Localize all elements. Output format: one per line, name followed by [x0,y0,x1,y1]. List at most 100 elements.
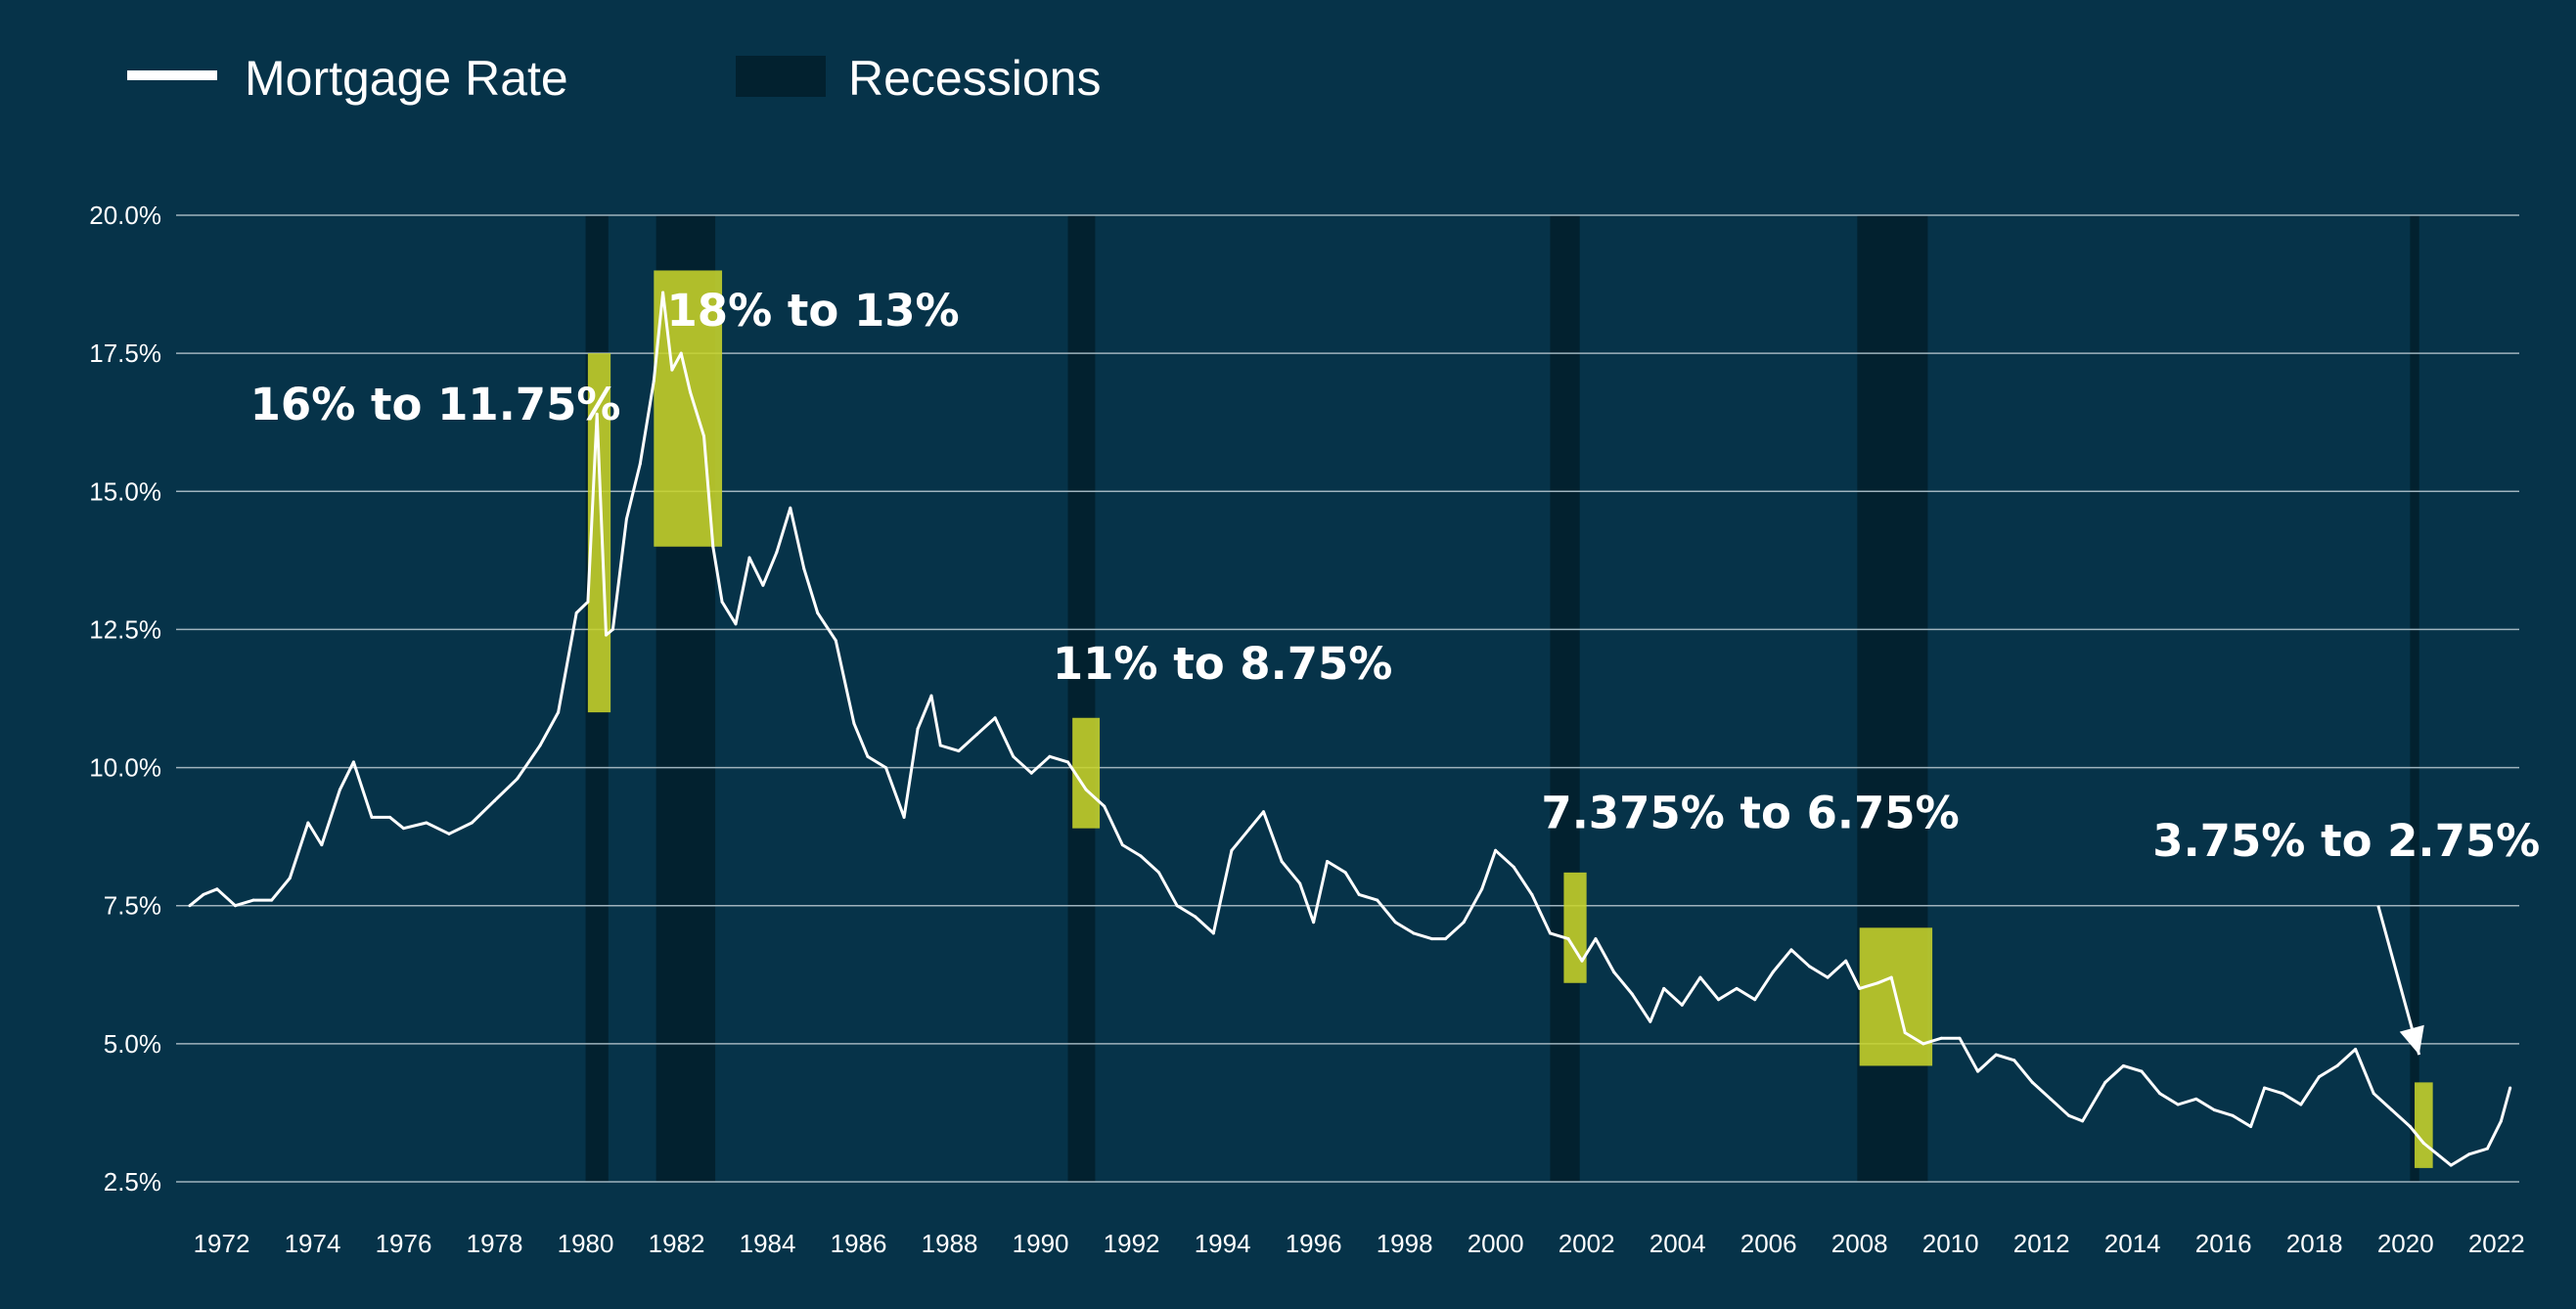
data-point [306,821,310,825]
data-point [2158,1092,2162,1096]
data-point [1789,948,1793,952]
data-point [2335,1063,2339,1067]
data-point [1312,921,1316,925]
x-tick-label: 1986 [831,1229,887,1258]
data-point [2435,1152,2439,1156]
data-point [1530,892,1534,896]
data-point [1065,760,1069,764]
data-point [852,721,856,725]
data-point [993,716,997,720]
data-point [233,904,237,908]
data-point [1649,1019,1652,1023]
data-point [2421,1141,2425,1145]
data-point [1139,854,1143,858]
data-point [604,633,608,637]
x-tick-label: 1974 [285,1229,341,1258]
x-tick-label: 1994 [1195,1229,1251,1258]
annotation-label: 11% to 8.75% [1053,638,1393,690]
data-point [1976,1069,1980,1073]
data-point [595,412,599,416]
data-point [1753,998,1757,1002]
data-point [1326,860,1330,864]
highlight-box [1072,717,1101,829]
data-point [1808,965,1812,969]
data-point [1376,898,1379,902]
data-point [670,368,674,372]
data-point [2449,1163,2453,1167]
data-point [747,556,751,560]
data-point [1889,975,1893,979]
data-point [215,887,219,891]
data-point [701,434,705,438]
data-point [2249,1125,2253,1129]
x-tick-label: 1982 [649,1229,705,1258]
data-point [789,506,792,510]
x-tick-label: 2018 [2286,1229,2343,1258]
data-point [1994,1053,1998,1057]
annotations: 16% to 11.75% 18% to 13% 11% to 8.75% 7.375… [250,285,2540,1056]
data-point [388,815,392,819]
data-point [2354,1048,2358,1052]
data-point [1494,848,1498,852]
x-tick-label: 2010 [1922,1229,1979,1258]
legend-line-label: Mortgage Rate [245,51,568,106]
data-point [1157,871,1161,875]
x-tick-label: 1984 [740,1229,796,1258]
data-point [661,291,665,294]
data-point [1048,754,1052,758]
legend-recession-swatch [736,56,826,97]
data-point [2408,1125,2412,1129]
data-point [734,622,738,626]
data-point [447,832,451,835]
legend-line-swatch [127,70,217,80]
data-point [1630,992,1634,996]
data-point [288,876,292,880]
x-tick-label: 1998 [1377,1229,1433,1258]
data-point [1412,931,1416,935]
data-point [1248,827,1252,831]
data-point [370,815,374,819]
data-point [1084,788,1088,791]
data-point [834,639,837,643]
x-tick-label: 2020 [2377,1229,2434,1258]
data-point [586,600,590,604]
x-tick-label: 1996 [1286,1229,1342,1258]
data-point [816,610,820,614]
data-point [2281,1092,2284,1096]
data-point [1903,1031,1907,1035]
data-point [270,898,274,902]
data-point [470,821,474,825]
data-point [1512,865,1515,869]
x-tick-label: 2008 [1831,1229,1888,1258]
recession-band [1550,215,1580,1182]
data-point [320,843,324,847]
data-point [866,754,870,758]
data-point [761,583,765,587]
data-point [425,821,429,825]
data-point [1175,904,1179,908]
data-point [1771,970,1775,973]
x-tick-label: 2002 [1559,1229,1615,1258]
data-point [2081,1119,2085,1123]
data-point [1211,931,1215,935]
data-point [2485,1147,2489,1151]
data-point [802,566,806,570]
data-point [2030,1080,2034,1084]
data-point [1343,871,1347,875]
data-point [1698,975,1702,979]
data-point [574,610,578,614]
data-point [2390,1108,2394,1112]
x-tick-label: 2014 [2104,1229,2161,1258]
data-point [1594,937,1598,941]
data-point [902,815,906,819]
data-point [402,827,406,831]
x-tick-label: 2012 [2013,1229,2070,1258]
data-point [916,727,920,731]
x-tick-label: 2004 [1650,1229,1706,1258]
data-point [1298,881,1302,885]
x-tick-label: 2000 [1468,1229,1524,1258]
data-point [1280,860,1284,864]
x-tick-label: 1992 [1104,1229,1160,1258]
data-point [1012,754,1016,758]
